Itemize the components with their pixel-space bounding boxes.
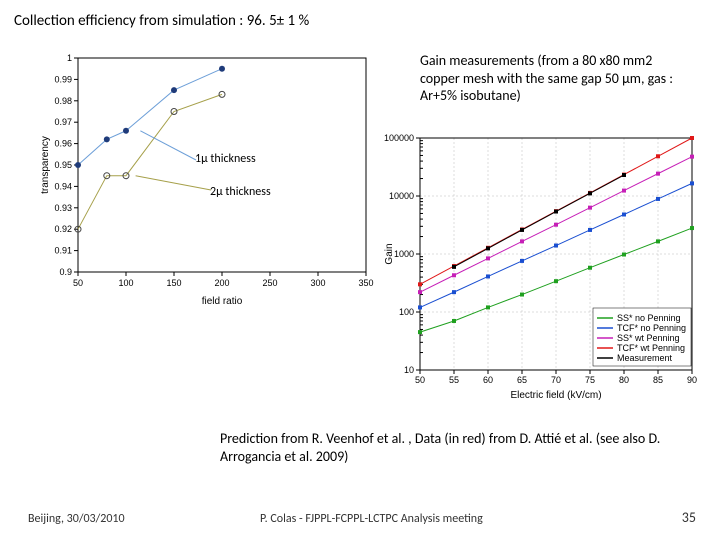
svg-text:transparency: transparency bbox=[40, 136, 51, 194]
svg-text:60: 60 bbox=[483, 375, 493, 385]
svg-text:90: 90 bbox=[687, 375, 697, 385]
svg-text:0.9: 0.9 bbox=[59, 267, 72, 277]
footer-page-number: 35 bbox=[682, 509, 696, 526]
svg-text:0.95: 0.95 bbox=[54, 160, 72, 170]
annotation-2mu: 2µ thickness bbox=[210, 185, 271, 199]
svg-text:Electric field (kV/cm): Electric field (kV/cm) bbox=[510, 390, 601, 401]
svg-text:0.92: 0.92 bbox=[54, 224, 72, 234]
svg-text:85: 85 bbox=[653, 375, 663, 385]
svg-text:0.91: 0.91 bbox=[54, 246, 72, 256]
svg-text:50: 50 bbox=[415, 375, 425, 385]
svg-text:0.97: 0.97 bbox=[54, 117, 72, 127]
svg-text:75: 75 bbox=[585, 375, 595, 385]
svg-text:0.93: 0.93 bbox=[54, 203, 72, 213]
svg-text:250: 250 bbox=[262, 278, 277, 288]
svg-text:100: 100 bbox=[399, 307, 414, 317]
annotation-1mu: 1µ thickness bbox=[195, 152, 256, 166]
svg-text:0.96: 0.96 bbox=[54, 139, 72, 149]
svg-text:SS* wt Penning: SS* wt Penning bbox=[617, 333, 680, 343]
left-transparency-chart: 0.9 0.91 0.92 0.93 0.94 0.95 0.96 0.97 0.98 0.99 1… bbox=[36, 48, 376, 308]
svg-text:200: 200 bbox=[214, 278, 229, 288]
svg-text:Measurement: Measurement bbox=[617, 353, 673, 363]
svg-text:350: 350 bbox=[358, 278, 373, 288]
svg-text:55: 55 bbox=[449, 375, 459, 385]
svg-text:1000: 1000 bbox=[394, 249, 414, 259]
svg-text:300: 300 bbox=[310, 278, 325, 288]
svg-text:70: 70 bbox=[551, 375, 561, 385]
svg-text:50: 50 bbox=[73, 278, 83, 288]
prediction-caption: Prediction from R. Veenhof et al. , Data… bbox=[220, 430, 680, 465]
svg-text:80: 80 bbox=[619, 375, 629, 385]
svg-text:Gain: Gain bbox=[384, 243, 395, 264]
svg-text:10000: 10000 bbox=[389, 191, 414, 201]
footer-meeting: P. Colas - FJPPL-FCPPL-LCTPC Analysis me… bbox=[260, 512, 483, 526]
page-title: Collection efficiency from simulation : … bbox=[14, 12, 309, 30]
right-gain-chart: 10 100 1000 10000 100000 50 55 60 65 70 75 80 85 90 El… bbox=[380, 130, 700, 400]
svg-text:0.94: 0.94 bbox=[54, 181, 72, 191]
svg-text:1: 1 bbox=[67, 53, 72, 63]
gain-caption: Gain measurements (from a 80 x80 mm2 cop… bbox=[420, 52, 680, 105]
svg-text:0.98: 0.98 bbox=[54, 96, 72, 106]
svg-text:field ratio: field ratio bbox=[202, 296, 243, 307]
svg-text:65: 65 bbox=[517, 375, 527, 385]
svg-text:TCF* no Penning: TCF* no Penning bbox=[617, 323, 686, 333]
svg-text:0.99: 0.99 bbox=[54, 74, 72, 84]
svg-text:150: 150 bbox=[166, 278, 181, 288]
svg-text:10: 10 bbox=[404, 365, 414, 375]
svg-text:TCF* wt Penning: TCF* wt Penning bbox=[617, 343, 685, 353]
svg-text:SS* no Penning: SS* no Penning bbox=[617, 313, 681, 323]
svg-text:100: 100 bbox=[118, 278, 133, 288]
svg-text:100000: 100000 bbox=[384, 133, 414, 143]
footer-location-date: Beijing, 30/03/2010 bbox=[28, 512, 125, 526]
